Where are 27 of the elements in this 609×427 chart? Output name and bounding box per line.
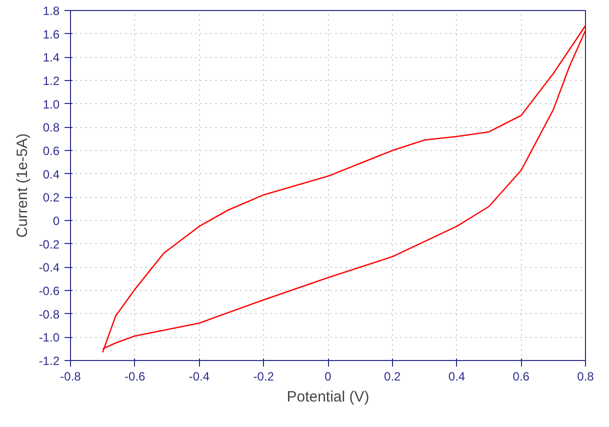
- y-tick-label: 0.2: [42, 190, 60, 205]
- x-tick-label: -0.2: [253, 370, 274, 384]
- y-tick-label: 0.8: [42, 120, 60, 135]
- y-tick-label: -0.8: [38, 307, 60, 322]
- y-tick-label: 1.4: [42, 50, 60, 65]
- y-tick-label: -1.2: [38, 354, 60, 368]
- x-tick-label: -0.6: [124, 370, 146, 384]
- x-tick-label: -0.8: [60, 370, 82, 384]
- y-tick-label: -0.2: [38, 237, 60, 252]
- x-tick-label: -0.4: [188, 370, 210, 384]
- x-tick-label: 0: [324, 370, 332, 384]
- x-tick-label: 0.8: [577, 370, 594, 384]
- y-tick-label: 0.6: [42, 144, 60, 158]
- y-tick-label: 1.6: [42, 27, 60, 42]
- x-axis-title: Potential (V): [286, 388, 370, 406]
- y-tick-label: -0.4: [38, 260, 60, 275]
- y-tick-label: 1.8: [42, 4, 60, 18]
- y-tick-label: -0.6: [38, 284, 60, 298]
- y-tick-label: 0.4: [42, 167, 60, 182]
- x-tick-label: 0.2: [384, 370, 402, 384]
- y-axis-title: Current (1e-5A): [14, 133, 31, 238]
- y-tick-label: 1.0: [42, 97, 60, 112]
- x-tick-label: 0.6: [512, 370, 530, 384]
- y-tick-label: 1.2: [42, 74, 60, 88]
- y-tick-label: -1.0: [38, 330, 60, 345]
- y-tick-label: 0: [52, 214, 60, 228]
- x-tick-label: 0.4: [448, 370, 466, 384]
